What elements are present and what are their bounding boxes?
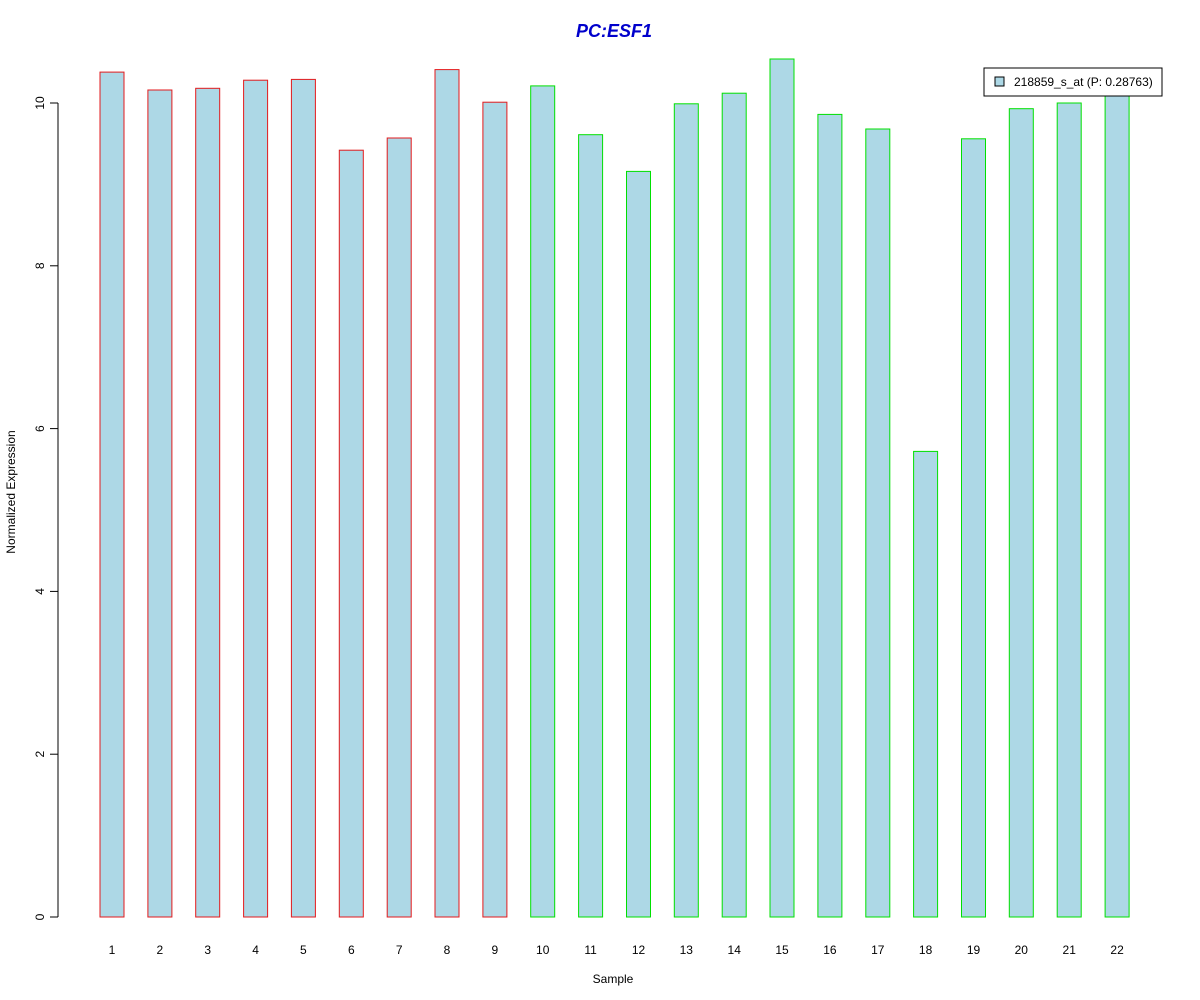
bar-sample-1 (99, 71, 125, 918)
x-tick-label: 18 (919, 943, 933, 957)
bar-sample-11 (578, 134, 604, 918)
bar-sample-21 (1056, 102, 1082, 918)
bar-sample-22 (1104, 91, 1130, 918)
x-tick-label: 19 (967, 943, 981, 957)
bar-sample-10 (530, 85, 556, 918)
bar-sample-9 (482, 101, 508, 918)
x-tick-label: 10 (536, 943, 550, 957)
x-tick-label: 21 (1063, 943, 1077, 957)
y-tick-label: 6 (33, 425, 47, 432)
bar-sample-16 (817, 113, 843, 918)
chart-title: PC:ESF1 (576, 21, 652, 41)
x-tick-label: 5 (300, 943, 307, 957)
bar-sample-6 (338, 149, 364, 918)
x-tick-label: 1 (109, 943, 116, 957)
bars-group (99, 58, 1130, 918)
legend-swatch (994, 76, 1005, 87)
x-tick-label: 13 (680, 943, 694, 957)
bar-sample-20 (1008, 108, 1034, 918)
x-tick-label: 8 (444, 943, 451, 957)
bar-sample-2 (147, 89, 173, 918)
bar-sample-12 (626, 170, 651, 918)
x-tick-label: 7 (396, 943, 403, 957)
y-tick-label: 0 (33, 913, 47, 920)
x-tick-label: 14 (728, 943, 742, 957)
bar-sample-18 (913, 450, 939, 918)
x-tick-label: 16 (823, 943, 837, 957)
bar-sample-19 (961, 138, 986, 918)
bar-sample-8 (434, 69, 460, 918)
bar-sample-17 (865, 128, 891, 918)
bar-sample-15 (769, 58, 795, 918)
bar-sample-4 (243, 79, 269, 918)
x-tick-label: 6 (348, 943, 355, 957)
x-tick-label: 22 (1110, 943, 1124, 957)
x-tick-labels: 1 2 3 4 5 6 7 8 9 10 11 12 13 14 15 16 17 18 19 20 21 22 (109, 943, 1124, 957)
y-tick-label: 8 (33, 262, 47, 269)
x-tick-label: 9 (492, 943, 499, 957)
legend-label: 218859_s_at (P: 0.28763) (1014, 75, 1153, 89)
y-tick-label: 10 (33, 96, 47, 110)
x-tick-label: 11 (584, 943, 597, 957)
x-tick-label: 2 (157, 943, 164, 957)
y-tick-label: 2 (33, 751, 47, 758)
y-axis: 0 2 4 6 8 10 (33, 96, 59, 920)
x-tick-label: 17 (871, 943, 885, 957)
x-tick-label: 12 (632, 943, 646, 957)
legend-box (983, 67, 1163, 97)
x-tick-label: 4 (252, 943, 259, 957)
bar-sample-14 (721, 92, 747, 918)
x-tick-label: 3 (204, 943, 211, 957)
bar-sample-13 (673, 103, 699, 918)
x-axis-label: Sample (593, 972, 634, 986)
bar-sample-5 (290, 78, 316, 918)
y-tick-label: 4 (33, 588, 47, 595)
y-axis-label: Normalized Expression (4, 430, 18, 553)
x-tick-label: 15 (775, 943, 789, 957)
x-tick-label: 20 (1015, 943, 1029, 957)
bar-sample-7 (386, 137, 412, 918)
legend: 218859_s_at (P: 0.28763) (983, 67, 1163, 97)
bar-sample-3 (195, 87, 221, 918)
